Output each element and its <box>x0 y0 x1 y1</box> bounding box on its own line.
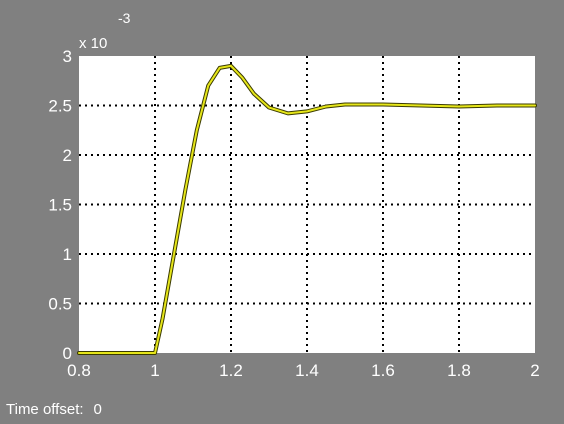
y-tick-label: 3 <box>63 47 72 66</box>
y-exponent-base: x 10 <box>79 35 107 52</box>
time-offset-label: Time offset: <box>6 401 84 418</box>
y-tick-label: 1 <box>63 245 72 264</box>
x-tick-label: 1.8 <box>447 361 471 380</box>
time-offset-value: 0 <box>93 401 102 418</box>
x-tick-label: 0.8 <box>67 361 91 380</box>
x-tick-label: 1.2 <box>219 361 243 380</box>
x-tick-label: 1.4 <box>295 361 319 380</box>
y-tick-label: 2.5 <box>48 97 72 116</box>
axis-tick-labels: 0.8 1 1.2 1.4 1.6 1.8 2 0 0.5 1 1.5 2 2.5 3 <box>48 47 539 380</box>
signal-layer <box>77 63 537 355</box>
x-tick-label: 2 <box>530 361 539 380</box>
signal-trace <box>78 64 536 354</box>
y-tick-label: 0.5 <box>48 295 72 314</box>
time-offset: Time offset: 0 <box>6 401 102 418</box>
x-tick-label: 1 <box>150 361 159 380</box>
x-tick-label: 1.6 <box>371 361 395 380</box>
y-tick-label: 2 <box>63 146 72 165</box>
y-tick-label: 1.5 <box>48 196 72 215</box>
y-exponent-power: -3 <box>118 10 131 26</box>
y-tick-label: 0 <box>63 344 72 363</box>
